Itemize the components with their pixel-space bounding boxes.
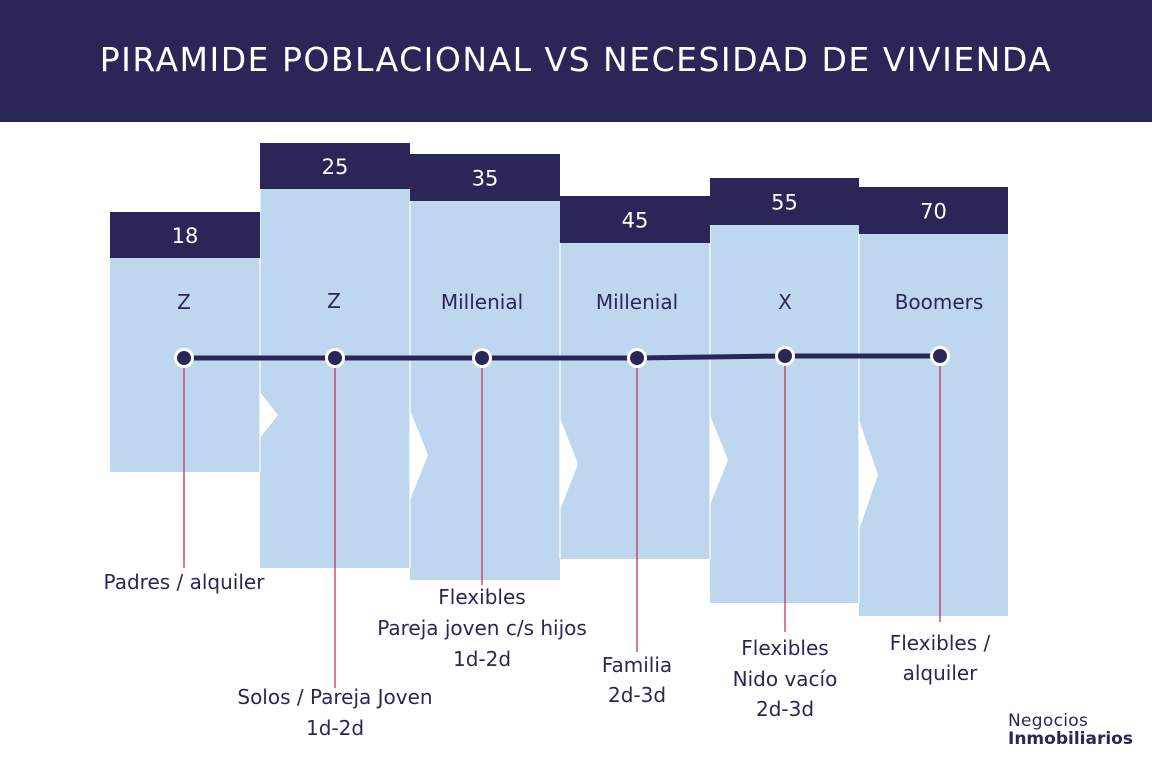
housing-label-4-0: Flexibles <box>741 636 828 660</box>
housing-label-1-0: Solos / Pareja Joven <box>237 685 432 709</box>
timeline-dot-3 <box>627 348 647 368</box>
age-label-3: 45 <box>622 209 649 233</box>
age-box-3 <box>560 196 710 243</box>
housing-label-2-0: Flexibles <box>438 585 525 609</box>
timeline-line <box>181 353 943 361</box>
housing-label-3-0: Familia <box>602 653 672 677</box>
age-box-4 <box>710 178 859 225</box>
timeline-dot-2 <box>472 348 492 368</box>
housing-label-2-1: Pareja joven c/s hijos <box>377 616 587 640</box>
housing-label-4-2: 2d-3d <box>756 697 814 721</box>
age-label-5: 70 <box>920 200 947 224</box>
header-banner: PIRAMIDE POBLACIONAL VS NECESIDAD DE VIV… <box>0 0 1152 122</box>
timeline-dot-0 <box>174 348 194 368</box>
housing-label-0-0: Padres / alquiler <box>104 570 266 594</box>
generation-label-3: Millenial <box>596 290 678 314</box>
page-title: PIRAMIDE POBLACIONAL VS NECESIDAD DE VIV… <box>99 39 1053 79</box>
housing-label-3-1: 2d-3d <box>608 683 666 707</box>
age-box-2 <box>410 154 560 201</box>
housing-label-4-1: Nido vacío <box>733 667 838 691</box>
housing-label-2-2: 1d-2d <box>453 647 511 671</box>
timeline-dot-4 <box>775 346 795 366</box>
generation-label-1: Z <box>327 289 341 313</box>
age-box-0 <box>110 212 260 258</box>
age-label-0: 18 <box>172 224 199 248</box>
column-body-5 <box>859 234 1008 616</box>
generation-label-5: Boomers <box>895 290 984 314</box>
age-label-2: 35 <box>472 167 499 191</box>
housing-label-5-0: Flexibles / <box>890 631 991 655</box>
age-label-1: 25 <box>322 155 349 179</box>
timeline-dot-1 <box>325 348 345 368</box>
age-label-4: 55 <box>771 191 798 215</box>
generation-label-2: Millenial <box>441 290 523 314</box>
brand-line-2: Inmobiliarios <box>1008 729 1133 749</box>
generation-label-4: X <box>778 290 792 314</box>
column-body-2 <box>410 201 560 580</box>
column-body-3 <box>560 243 710 559</box>
housing-label-5-1: alquiler <box>903 661 979 685</box>
generation-label-0: Z <box>177 290 191 314</box>
housing-label-1-1: 1d-2d <box>306 716 364 740</box>
brand-line-1: Negocios <box>1008 711 1089 731</box>
brand-logo: Negocios Inmobiliarios <box>1008 713 1133 748</box>
age-box-5 <box>859 187 1008 234</box>
timeline-dot-5 <box>930 346 950 366</box>
age-box-1 <box>260 143 410 189</box>
